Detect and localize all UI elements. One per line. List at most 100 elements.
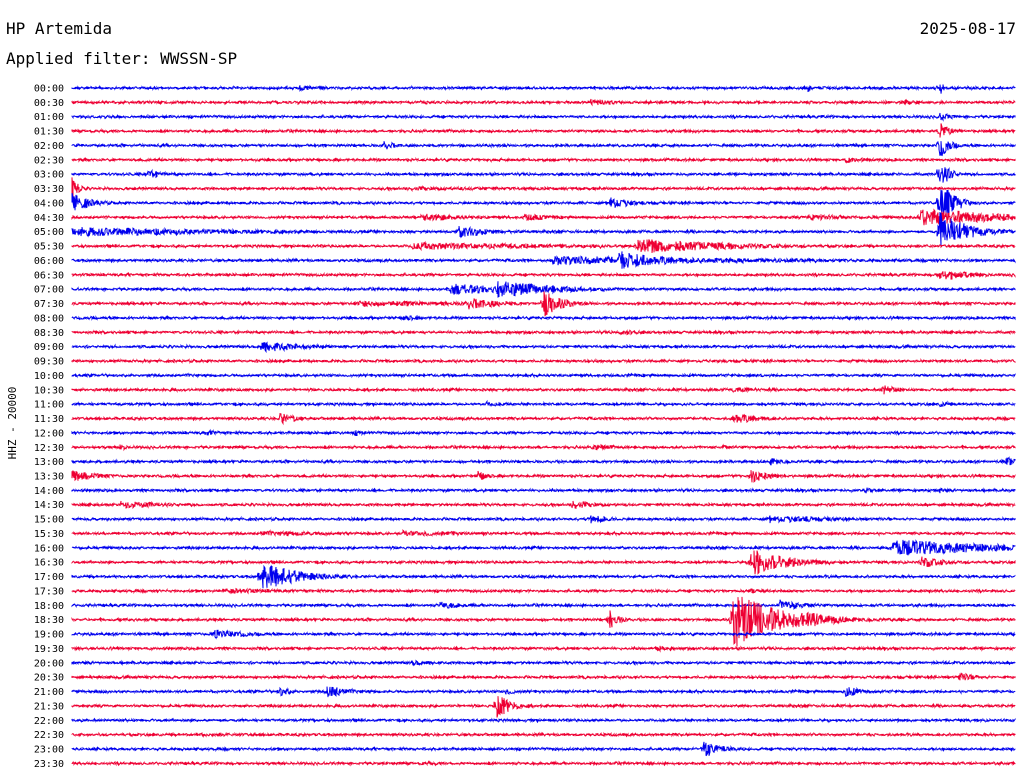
trace-line — [71, 564, 1016, 589]
time-label: 16:30 — [34, 558, 64, 569]
time-label: 10:30 — [34, 385, 64, 396]
trace-line — [71, 329, 1016, 336]
record-date: 2025-08-17 — [919, 19, 1016, 38]
time-label: 05:00 — [34, 227, 64, 238]
time-label: 03:30 — [34, 184, 64, 195]
trace-line — [71, 291, 1016, 317]
trace-line — [71, 177, 1016, 199]
trace-line — [71, 112, 1016, 122]
time-label: 13:30 — [34, 471, 64, 482]
time-label: 14:30 — [34, 500, 64, 511]
trace-line — [71, 208, 1016, 226]
trace-line — [71, 399, 1016, 408]
time-label: 09:30 — [34, 357, 64, 368]
trace-line — [71, 341, 1016, 354]
trace-line — [71, 717, 1016, 724]
trace-line — [71, 686, 1016, 698]
time-label: 01:30 — [34, 127, 64, 138]
time-label: 22:30 — [34, 730, 64, 741]
trace-line — [71, 372, 1016, 379]
trace-line — [71, 487, 1016, 494]
trace-line — [71, 140, 1016, 157]
time-label: 13:00 — [34, 457, 64, 468]
trace-line — [71, 166, 1016, 183]
time-label: 07:00 — [34, 285, 64, 296]
time-label: 23:00 — [34, 745, 64, 756]
trace-group — [71, 84, 1016, 767]
time-label: 08:00 — [34, 313, 64, 324]
trace-line — [71, 645, 1016, 653]
time-label: 07:30 — [34, 299, 64, 310]
time-label: 19:30 — [34, 644, 64, 655]
time-label-group: 00:00 00:30 01:00 01:30 02:00 02:30 03:00 03:30… — [34, 84, 64, 770]
trace-line — [71, 385, 1016, 395]
trace-line — [71, 270, 1016, 280]
time-label: 17:30 — [34, 586, 64, 597]
time-label: 04:30 — [34, 213, 64, 224]
time-label: 05:30 — [34, 242, 64, 253]
trace-line — [71, 659, 1016, 667]
trace-line — [71, 98, 1016, 107]
time-label: 15:00 — [34, 515, 64, 526]
time-label: 18:30 — [34, 615, 64, 626]
trace-line — [71, 760, 1016, 767]
time-label: 10:00 — [34, 371, 64, 382]
trace-line — [71, 672, 1016, 681]
trace-line — [71, 528, 1016, 537]
time-label: 22:00 — [34, 716, 64, 727]
trace-line — [71, 413, 1016, 426]
time-label: 20:00 — [34, 658, 64, 669]
time-label: 21:00 — [34, 687, 64, 698]
trace-line — [71, 470, 1016, 483]
trace-line — [71, 731, 1016, 738]
time-label: 14:00 — [34, 486, 64, 497]
time-label: 19:00 — [34, 630, 64, 641]
trace-line — [71, 587, 1016, 595]
trace-line — [71, 539, 1016, 556]
time-label: 01:00 — [34, 112, 64, 123]
trace-line — [71, 500, 1016, 510]
time-label: 16:00 — [34, 543, 64, 554]
trace-line — [71, 314, 1016, 322]
station-title: HP Artemida — [6, 19, 112, 38]
trace-line — [71, 239, 1016, 253]
time-label: 00:30 — [34, 98, 64, 109]
trace-line — [71, 156, 1016, 164]
time-label: 17:00 — [34, 572, 64, 583]
trace-line — [71, 515, 1016, 524]
trace-line — [71, 84, 1016, 94]
y-axis-label: HHZ - 20000 — [6, 387, 19, 460]
trace-line — [71, 696, 1016, 718]
time-label: 15:30 — [34, 529, 64, 540]
trace-line — [71, 357, 1016, 365]
time-label: 12:30 — [34, 443, 64, 454]
trace-line — [71, 456, 1016, 466]
trace-line — [71, 596, 1016, 647]
filter-label: Applied filter: WWSSN-SP — [6, 49, 238, 68]
trace-line — [71, 443, 1016, 452]
trace-line — [71, 629, 1016, 640]
time-label: 02:00 — [34, 141, 64, 152]
time-label: 02:30 — [34, 155, 64, 166]
time-label: 04:00 — [34, 198, 64, 209]
time-label: 00:00 — [34, 84, 64, 95]
time-label: 18:00 — [34, 601, 64, 612]
trace-line — [71, 599, 1016, 610]
trace-line — [71, 741, 1016, 757]
time-label: 12:00 — [34, 428, 64, 439]
time-label: 08:30 — [34, 328, 64, 339]
time-label: 09:00 — [34, 342, 64, 353]
trace-line — [71, 123, 1016, 138]
time-label: 21:30 — [34, 701, 64, 712]
trace-line — [71, 212, 1016, 247]
trace-line — [71, 251, 1016, 269]
time-label: 03:00 — [34, 170, 64, 181]
time-label: 11:30 — [34, 414, 64, 425]
trace-line — [71, 189, 1016, 220]
time-label: 23:30 — [34, 759, 64, 770]
trace-line — [71, 550, 1016, 575]
time-label: 06:00 — [34, 256, 64, 267]
time-label: 20:30 — [34, 673, 64, 684]
time-label: 11:00 — [34, 400, 64, 411]
